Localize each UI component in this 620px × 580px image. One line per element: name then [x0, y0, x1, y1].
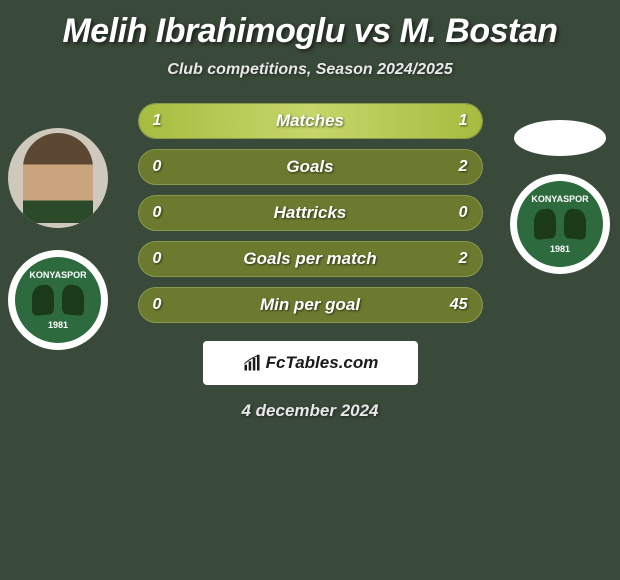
stat-right-value: 45 [428, 296, 468, 314]
stat-left-value: 1 [153, 112, 193, 130]
subtitle: Club competitions, Season 2024/2025 [0, 61, 620, 79]
stat-left-value: 0 [153, 204, 193, 222]
player2-club-badge: KONYASPOR 1981 [510, 174, 610, 274]
eagle-icon [28, 280, 88, 320]
stat-right-value: 0 [428, 204, 468, 222]
stat-label: Goals per match [193, 249, 428, 269]
player2-avatar [514, 120, 606, 156]
watermark-label: FcTables.com [266, 353, 379, 373]
stat-row: 0Goals2 [138, 149, 483, 185]
stats-container: 1Matches10Goals20Hattricks00Goals per ma… [138, 103, 483, 323]
right-column: KONYASPOR 1981 [510, 120, 610, 274]
bar-chart-icon [242, 353, 262, 373]
date-label: 4 december 2024 [0, 401, 620, 421]
stat-right-value: 1 [428, 112, 468, 130]
stat-label: Hattricks [193, 203, 428, 223]
stat-left-value: 0 [153, 296, 193, 314]
club-year-label: 1981 [48, 320, 68, 330]
stat-row: 0Min per goal45 [138, 287, 483, 323]
stat-label: Min per goal [193, 295, 428, 315]
stat-left-value: 0 [153, 250, 193, 268]
club-name-label: KONYASPOR [29, 270, 86, 280]
stat-row: 1Matches1 [138, 103, 483, 139]
stat-label: Matches [193, 111, 428, 131]
stat-right-value: 2 [428, 250, 468, 268]
page-title: Melih Ibrahimoglu vs M. Bostan [0, 0, 620, 51]
stat-left-value: 0 [153, 158, 193, 176]
stat-row: 0Hattricks0 [138, 195, 483, 231]
player1-club-badge: KONYASPOR 1981 [8, 250, 108, 350]
player1-avatar [8, 128, 108, 228]
left-column: KONYASPOR 1981 [8, 128, 108, 350]
club-year-label: 1981 [550, 244, 570, 254]
player-head-icon [23, 133, 93, 223]
stat-right-value: 2 [428, 158, 468, 176]
watermark: FcTables.com [203, 341, 418, 385]
eagle-icon [530, 204, 590, 244]
stat-label: Goals [193, 157, 428, 177]
stat-row: 0Goals per match2 [138, 241, 483, 277]
club-name-label: KONYASPOR [531, 194, 588, 204]
